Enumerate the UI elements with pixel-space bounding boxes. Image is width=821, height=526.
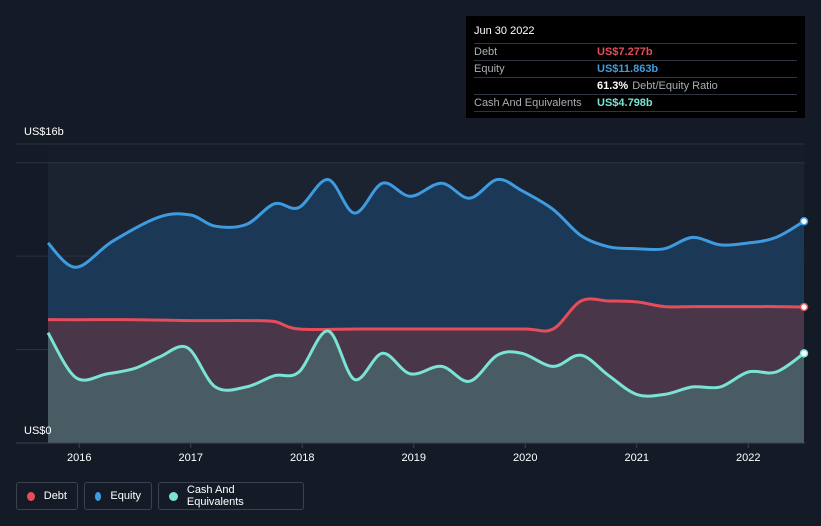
cash-and-equivalents-line bbox=[46, 329, 805, 398]
x-tick-label: 2022 bbox=[736, 452, 760, 464]
legend-cash-label: Cash And Equivalents bbox=[186, 484, 244, 508]
x-axis: 2016 2017 2018 2019 2020 2021 2022 bbox=[16, 442, 805, 464]
tooltip-row-ratio: 61.3% Debt/Equity Ratio bbox=[474, 77, 797, 94]
cash-and-equivalents-end-point bbox=[799, 349, 809, 358]
legend-item-cash[interactable]: Cash And Equivalents bbox=[158, 482, 304, 510]
x-tick-label: 2017 bbox=[178, 452, 202, 464]
legend-equity-label: Equity bbox=[110, 490, 141, 502]
x-tick-label: 2019 bbox=[401, 452, 425, 464]
debt-line bbox=[47, 297, 805, 333]
x-tick-label: 2021 bbox=[625, 452, 649, 464]
tooltip-equity-label: Equity bbox=[474, 63, 505, 75]
debt-end-point bbox=[799, 302, 809, 312]
cash-legend-dot-icon bbox=[169, 491, 178, 501]
cash-and-equivalents-area bbox=[48, 330, 804, 443]
y-axis-bottom-label: US$0 bbox=[24, 425, 52, 437]
tooltip-debt-label: Debt bbox=[474, 46, 498, 58]
series-end-markers bbox=[799, 217, 809, 358]
tooltip-equity-value: US$11.863b bbox=[597, 63, 659, 75]
legend-item-equity[interactable]: Equity bbox=[84, 482, 152, 510]
tooltip-cash-value: US$4.798b bbox=[597, 97, 653, 109]
tooltip-row-debt: Debt US$7.277b bbox=[474, 43, 797, 60]
series-lines bbox=[46, 177, 805, 398]
legend-debt-label: Debt bbox=[43, 490, 67, 502]
tooltip-date: Jun 30 2022 bbox=[474, 25, 535, 37]
data-tooltip: Jun 30 2022 Debt US$7.277b Equity US$11.… bbox=[466, 16, 805, 118]
y-axis-top-label: US$16b bbox=[24, 126, 64, 138]
x-tick-label: 2016 bbox=[67, 452, 91, 464]
tooltip-debt-value: US$7.277b bbox=[597, 46, 653, 58]
tooltip-row-equity: Equity US$11.863b bbox=[474, 60, 797, 77]
equity-end-point bbox=[799, 217, 809, 226]
x-tick-label: 2020 bbox=[513, 452, 537, 464]
tooltip-ratio-caption: Debt/Equity Ratio bbox=[632, 80, 718, 92]
equity-legend-dot-icon bbox=[95, 491, 102, 501]
legend-item-debt[interactable]: Debt bbox=[16, 482, 78, 510]
debt-legend-dot-icon bbox=[27, 491, 35, 501]
tooltip-row-cash: Cash And Equivalents US$4.798b bbox=[474, 94, 797, 112]
x-tick-label: 2018 bbox=[290, 452, 314, 464]
series-areas bbox=[48, 179, 804, 443]
tooltip-cash-label: Cash And Equivalents bbox=[474, 97, 582, 109]
equity-line bbox=[46, 177, 805, 269]
tooltip-ratio-value: 61.3% bbox=[597, 80, 629, 92]
